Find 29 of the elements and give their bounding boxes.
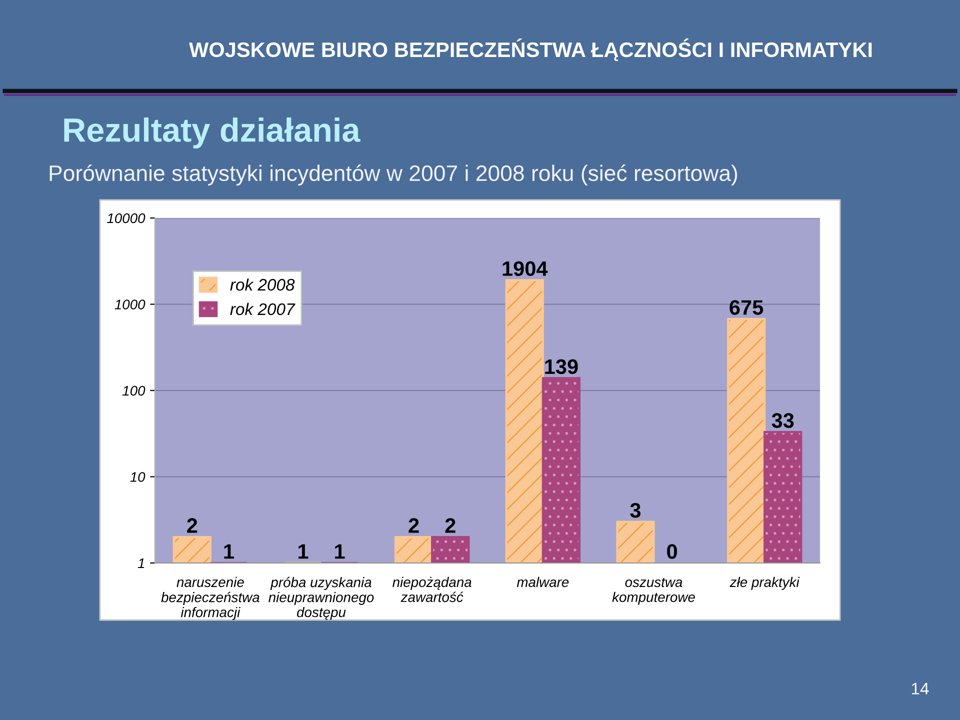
y-tick-label: 1 — [138, 558, 144, 568]
x-tick-label: złe praktyki — [730, 576, 800, 590]
legend-label: rok 2007 — [230, 302, 296, 316]
text: 0 — [667, 544, 677, 559]
data-label: 675 — [730, 300, 764, 315]
text: WOJSKOWE BIURO BEZPIECZEŃSTWA ŁĄCZNOŚCI I INFORMATYKI — [189, 38, 872, 62]
chart-title: Rezultaty działania — [64, 117, 360, 149]
data-label: 1 — [335, 544, 345, 559]
chart-subtitle: Porównanie statystyki incydentów w 2007 i 2008 roku (sieć resortowa) — [50, 164, 738, 186]
y-tick-label: 10 — [130, 472, 146, 482]
x-tick-label: niepożądana zawartość — [392, 576, 472, 602]
data-label: 1 — [298, 544, 308, 559]
data-label: 33 — [772, 413, 794, 428]
x-tick-label: naruszenie bezpieczeństwa informacji — [161, 576, 260, 620]
legend-label: rok 2008 — [230, 278, 295, 291]
data-label: 1904 — [502, 261, 548, 276]
x-tick-label: próba uzyskania nieuprawnionego dostępu — [268, 576, 374, 620]
y-tick-label: 1000 — [114, 300, 146, 310]
text: 14 — [912, 682, 929, 694]
data-label: 1 — [224, 544, 234, 559]
data-label: 2 — [187, 518, 198, 533]
y-tick-label: 10000 — [107, 213, 146, 224]
x-tick-label: malware — [516, 576, 569, 588]
data-label: 139 — [545, 359, 578, 374]
data-label: 2 — [408, 518, 419, 533]
y-tick-label: 100 — [122, 386, 146, 396]
x-tick-label: oszustwa komputerowe — [612, 578, 695, 605]
data-label: 2 — [445, 518, 456, 533]
data-label: 3 — [630, 502, 641, 518]
